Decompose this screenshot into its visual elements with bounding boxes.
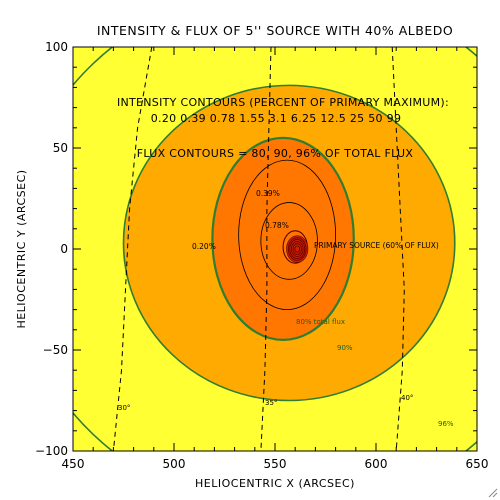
intensity-label-039: 0.39% [256,189,280,198]
primary-source-label: PRIMARY SOURCE (60% OF FLUX) [314,241,439,250]
primary-source-ring [290,241,304,257]
primary-source-ring [292,243,302,255]
x-tick-label: 550 [264,457,287,471]
intensity-contour-0_39 [238,159,336,310]
longitude-label-35: 35° [265,399,277,407]
y-tick-label: −50 [43,343,68,357]
resize-grip-icon[interactable] [486,486,498,498]
y-axis-ticks: −100 −50 0 50 100 [35,40,477,458]
intensity-label-078: 0.78% [265,221,289,230]
longitude-line [260,47,272,451]
intensity-contour-0_78 [260,202,318,280]
primary-source-marker [286,235,308,263]
y-tick-label: −100 [35,444,68,458]
chart-title: INTENSITY & FLUX OF 5'' SOURCE WITH 40% … [97,23,453,38]
flux-label-80: 80% total flux [296,318,345,326]
x-tick-label: 650 [466,457,489,471]
intensity-label-020: 0.20% [192,242,216,251]
y-axis-label: HELIOCENTRIC Y (ARCSEC) [15,169,28,328]
flux-label-96: 96% [438,420,454,428]
flux-contour-80 [211,136,355,341]
flux-fills [73,47,477,451]
y-tick-label: 100 [45,40,68,54]
x-tick-label: 500 [163,457,186,471]
y-tick-label: 50 [53,141,68,155]
longitude-label-30: 30° [118,404,130,412]
longitude-line [391,47,405,451]
primary-source-ring [294,245,301,253]
longitude-lines [112,47,405,451]
y-tick-label: 0 [60,242,68,256]
x-tick-label: 600 [365,457,388,471]
primary-source-ring [289,239,306,259]
x-axis-label: HELIOCENTRIC X (ARCSEC) [195,477,355,490]
primary-source-ring [287,237,307,261]
x-tick-label: 450 [62,457,85,471]
intensity-levels-list: 0.20 0.39 0.78 1.55 3.1 6.25 12.5 25 50 … [151,112,402,125]
flux-contours-header: FLUX CONTOURS = 80, 90, 96% OF TOTAL FLU… [137,147,414,160]
intensity-contours-header: INTENSITY CONTOURS (PERCENT OF PRIMARY M… [117,96,449,109]
longitude-label-40: 40° [401,394,413,402]
flux-label-90: 90% [337,344,353,352]
plot-area [73,47,477,451]
x-axis-ticks: 450 500 550 600 650 [62,47,489,471]
